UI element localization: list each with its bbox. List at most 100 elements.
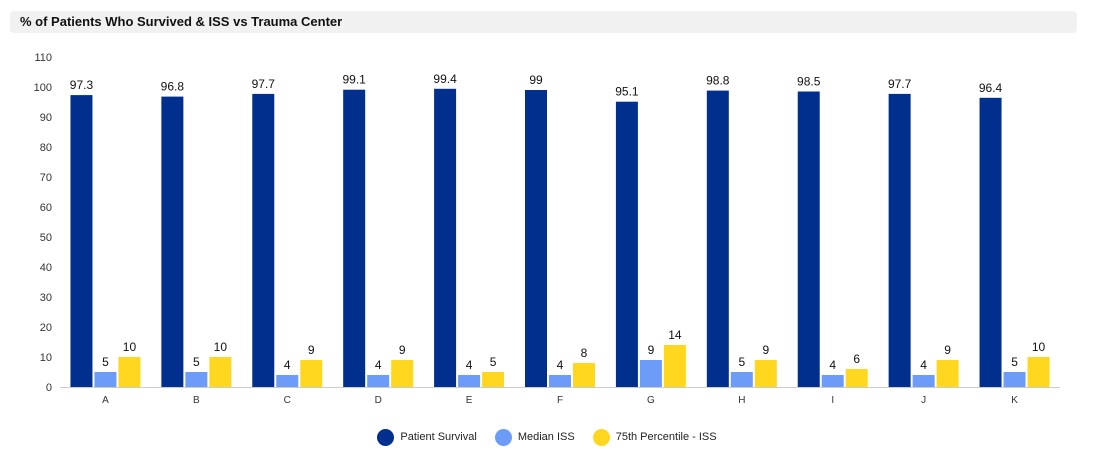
data-label: 10: [214, 340, 228, 354]
y-tick-label: 90: [40, 112, 52, 124]
y-tick-label: 80: [40, 142, 52, 154]
bar: [94, 372, 117, 387]
data-label: 9: [308, 343, 315, 357]
bar: [185, 372, 208, 387]
legend-item: Median ISS: [494, 428, 575, 446]
bar: [209, 357, 232, 387]
data-label: 4: [466, 358, 473, 372]
data-label: 4: [557, 358, 564, 372]
x-tick-label: B: [193, 395, 200, 406]
data-label: 6: [853, 352, 860, 366]
y-tick-label: 50: [40, 232, 52, 244]
bar: [367, 375, 390, 387]
data-label: 4: [829, 358, 836, 372]
bar: [615, 101, 638, 387]
x-tick-label: A: [102, 395, 109, 406]
data-label: 96.4: [979, 81, 1003, 95]
data-label: 14: [668, 328, 682, 342]
bar: [300, 360, 323, 387]
bar: [391, 360, 414, 387]
legend-swatch: [377, 428, 395, 446]
x-tick-label: D: [375, 395, 382, 406]
x-tick-label: E: [466, 395, 473, 406]
bar: [912, 375, 935, 387]
x-tick-label: K: [1011, 395, 1018, 406]
data-label: 99.1: [343, 73, 367, 87]
chart-legend: Patient Survival Median ISS 75th Percentil…: [0, 427, 1094, 447]
bar: [797, 91, 820, 387]
bar: [639, 360, 662, 387]
x-tick-label: H: [738, 395, 745, 406]
y-tick-label: 0: [46, 382, 52, 394]
data-label: 10: [123, 340, 137, 354]
bar: [252, 93, 275, 388]
y-tick-label: 40: [40, 262, 52, 274]
x-tick-label: C: [284, 395, 291, 406]
bar: [458, 375, 481, 387]
y-tick-label: 100: [34, 82, 52, 94]
bar: [276, 375, 299, 387]
bar: [70, 95, 93, 387]
legend-item: 75th Percentile - ISS: [592, 428, 717, 446]
y-tick-label: 30: [40, 292, 52, 304]
data-label: 9: [762, 343, 769, 357]
bar: [754, 360, 777, 387]
data-label: 98.8: [706, 74, 730, 88]
data-label: 99.4: [433, 72, 457, 86]
legend-label: 75th Percentile - ISS: [615, 431, 717, 443]
data-label: 8: [581, 346, 588, 360]
bar: [434, 88, 457, 388]
data-label: 5: [738, 355, 745, 369]
data-label: 4: [375, 358, 382, 372]
x-tick-label: J: [921, 395, 926, 406]
bar: [1003, 372, 1026, 387]
data-label: 97.7: [252, 77, 276, 91]
data-label: 96.8: [161, 80, 185, 94]
bar: [663, 345, 686, 387]
bar: [549, 375, 571, 387]
bar: [888, 93, 911, 388]
chart-title: % of Patients Who Survived & ISS vs Trau…: [20, 14, 343, 29]
data-label: 4: [284, 358, 291, 372]
data-label: 99: [529, 73, 543, 87]
chart-title-bar: % of Patients Who Survived & ISS vs Trau…: [10, 11, 1077, 33]
bar: [979, 97, 1002, 388]
bar: [343, 89, 366, 387]
bar: [161, 96, 184, 387]
legend-item: Patient Survival: [377, 428, 477, 446]
data-label: 5: [102, 355, 109, 369]
legend-label: Patient Survival: [400, 431, 477, 443]
data-label: 5: [193, 355, 200, 369]
bar: [118, 357, 141, 387]
bar: [706, 90, 729, 387]
bar: [730, 372, 753, 387]
data-label: 5: [1011, 355, 1018, 369]
legend-label: Median ISS: [517, 431, 575, 443]
y-tick-label: 20: [40, 322, 52, 334]
y-tick-label: 60: [40, 202, 52, 214]
legend-swatch: [592, 428, 610, 446]
x-tick-label: G: [647, 395, 655, 406]
bar-chart: 0 10 20 30 40 50 60 70 80 90 100 110 97.3 5 10 A 96.8 5 10…: [34, 52, 1060, 406]
data-label: 10: [1032, 340, 1046, 354]
data-label: 4: [920, 358, 927, 372]
data-label: 97.3: [70, 78, 94, 92]
y-tick-label: 70: [40, 172, 52, 184]
bar: [525, 90, 547, 387]
x-tick-label: F: [557, 395, 563, 406]
legend-swatch: [494, 428, 512, 446]
bar: [845, 369, 868, 387]
data-label: 9: [944, 343, 951, 357]
data-label: 9: [648, 343, 655, 357]
x-tick-label: I: [831, 395, 834, 406]
bar: [482, 372, 505, 387]
data-label: 95.1: [615, 85, 639, 99]
data-label: 98.5: [797, 75, 821, 89]
bar: [936, 360, 959, 387]
bar: [573, 363, 595, 387]
data-label: 5: [490, 355, 497, 369]
y-tick-label: 110: [34, 52, 52, 64]
bar: [1027, 357, 1050, 387]
bar: [821, 375, 844, 387]
data-label: 9: [399, 343, 406, 357]
